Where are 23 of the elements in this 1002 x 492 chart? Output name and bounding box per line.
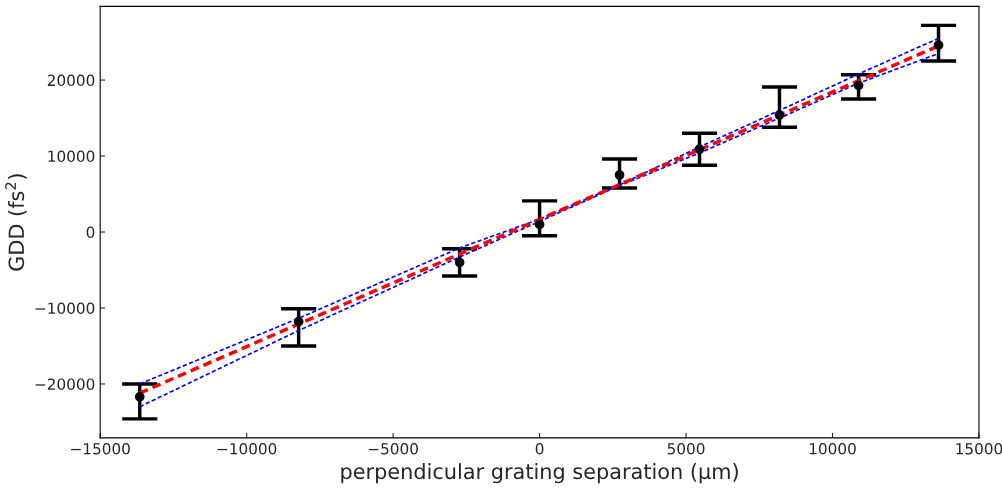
y-tick-label: 0	[86, 226, 95, 239]
x-tick-label: −15000	[71, 443, 130, 455]
point	[134, 391, 145, 402]
point	[614, 170, 625, 180]
y-axis-title: GDD (fs$^{2}$)	[5, 174, 27, 271]
x-tick-label: 5000	[667, 443, 705, 455]
point	[534, 219, 545, 230]
x-tick-label: −5000	[368, 443, 418, 455]
y-tick-label: −10000	[35, 302, 95, 314]
point	[774, 110, 785, 120]
y-tick-label: 10000	[48, 150, 95, 163]
x-tick-label: 0	[535, 443, 544, 455]
point	[694, 144, 705, 155]
x-tick-label: 15000	[956, 443, 1002, 455]
point	[293, 316, 304, 327]
y-tick-label: 20000	[47, 74, 95, 87]
x-tick-label: −10000	[217, 443, 277, 455]
y-tick-label: −20000	[35, 378, 95, 390]
x-axis-title: perpendicular grating separation (μm)	[341, 463, 738, 484]
point	[933, 40, 944, 51]
point	[853, 80, 864, 91]
point	[454, 257, 465, 268]
x-tick-label: 10000	[809, 443, 856, 455]
